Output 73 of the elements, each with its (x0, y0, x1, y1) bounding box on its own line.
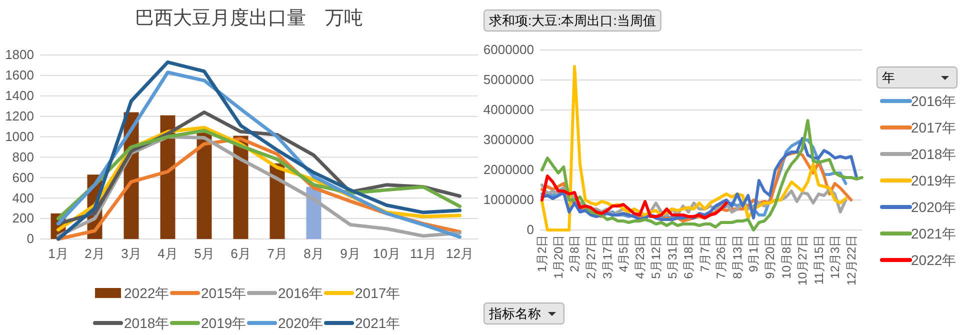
legend-label: 2019年 (201, 315, 246, 331)
legend-label: 2017年 (911, 120, 956, 136)
legend-label: 2022年 (124, 285, 170, 301)
line-series (540, 174, 728, 220)
legend-label: 2017年 (355, 285, 400, 301)
x-tick-label: 8月 (304, 246, 324, 262)
legend-label: 2020年 (911, 199, 956, 215)
field-button: 年 (876, 66, 958, 88)
x-tick-label: 2月 (84, 246, 105, 262)
y-tick-label: 1200 (5, 108, 34, 124)
legend-label: 2021年 (911, 226, 956, 242)
x-tick-label: 1月2日 (535, 234, 550, 272)
x-tick-label: 9月 (340, 246, 360, 262)
legend-label: 2019年 (911, 172, 956, 188)
y-tick-label: 800 (12, 149, 34, 164)
y-tick-label: 600 (12, 170, 34, 185)
x-tick-label: 5月 (194, 246, 214, 262)
x-tick-label: 2月27日 (584, 234, 598, 279)
x-tick-label: 3月17日 (600, 234, 614, 279)
x-tick-label: 2月8日 (568, 234, 582, 272)
x-tick-label: 4月5日 (616, 234, 631, 272)
y-tick-label: 1600 (5, 68, 34, 83)
x-tick-label: 10月27日 (796, 234, 810, 286)
y-tick-label: 0 (26, 231, 34, 246)
y-tick-label: 1000 (5, 128, 34, 144)
legend-label: 2021年 (355, 315, 400, 331)
chart-title: 巴西大豆月度出口量 万吨 (135, 7, 363, 29)
x-tick-label: 12月 (446, 246, 474, 262)
legend-label: 2022年 (911, 252, 956, 268)
x-tick-label: 8月13日 (730, 234, 744, 279)
x-tick-label: 7月7日 (698, 234, 712, 272)
x-tick-label: 5月12日 (649, 234, 664, 279)
x-tick-label: 12月3日 (828, 234, 842, 279)
y-tick-label: 1400 (5, 88, 34, 104)
y-tick-label: 1000000 (483, 192, 534, 208)
field-button: 指标名称 (484, 302, 564, 324)
y-tick-label: 200 (12, 210, 34, 226)
x-tick-label: 7月 (267, 246, 288, 262)
legend-label: 2020年 (278, 315, 324, 331)
legend-title: 年 (882, 70, 934, 85)
field-button: 求和项:大豆:本周出口:当周值 (484, 10, 662, 32)
x-tick-label: 7月26日 (714, 234, 728, 279)
x-tick-label: 10月8日 (779, 234, 794, 279)
x-tick-label: 6月18日 (682, 234, 696, 279)
x-tick-label: 4月23日 (632, 234, 647, 279)
y-tick-label: 6000000 (483, 42, 534, 58)
y-tick-label: 1800 (5, 47, 34, 62)
legend-label: 2018年 (911, 146, 956, 162)
x-tick-label: 9月1日 (746, 234, 761, 272)
line-series (540, 65, 848, 232)
legend-label: 2016年 (911, 93, 956, 109)
x-tick-label: 5月31日 (665, 234, 680, 279)
x-tick-label: 9月20日 (762, 234, 777, 279)
y-tick-label: 2000000 (483, 162, 534, 178)
y-tick-label: 5000000 (483, 72, 534, 88)
y-tick-label: 0 (526, 222, 534, 238)
x-tick-label: 4月 (158, 246, 178, 262)
legend-label: 2016年 (278, 285, 324, 301)
bar (196, 132, 212, 239)
x-tick-label: 6月 (230, 246, 251, 262)
legend-label: 2015年 (201, 285, 246, 301)
line-series (540, 119, 864, 232)
x-tick-label: 11月15日 (812, 234, 826, 285)
y-tick-label: 400 (12, 190, 34, 206)
x-tick-label: 10月 (373, 246, 400, 262)
x-tick-label: 3月 (121, 246, 142, 262)
y-tick-label: 3000000 (483, 132, 534, 148)
x-tick-label: 12月22日 (844, 234, 858, 286)
legend-label: 2018年 (124, 315, 170, 331)
x-tick-label: 11月 (410, 246, 436, 262)
x-tick-label: 1月20日 (551, 234, 566, 279)
x-tick-label: 1月 (48, 246, 68, 262)
y-tick-label: 4000000 (483, 102, 534, 118)
